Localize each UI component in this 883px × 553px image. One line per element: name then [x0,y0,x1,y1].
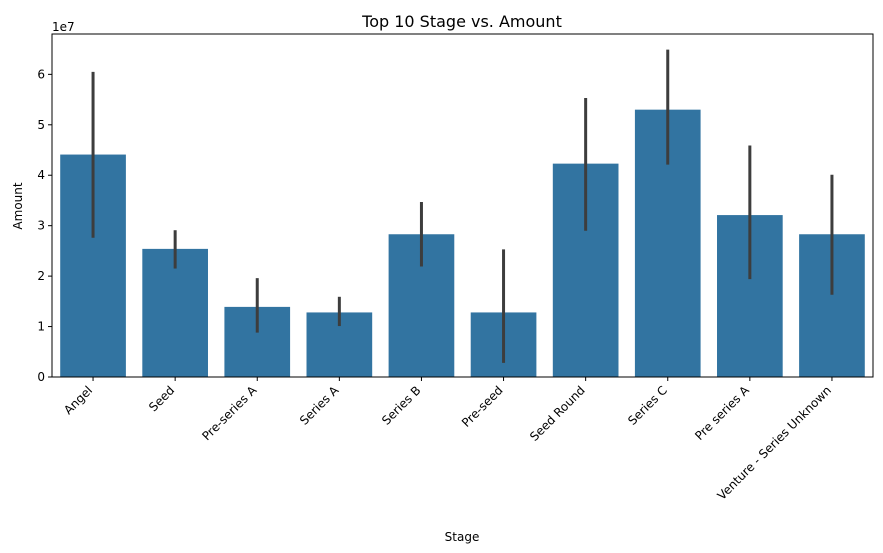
x-axis-title: Stage [445,530,480,544]
x-tick-label: Seed [146,383,177,414]
y-tick-label: 2 [37,269,45,283]
y-axis: 0 1 2 3 4 5 6 [37,67,52,384]
x-axis: Angel Seed Pre-series A Series A Series B Pre… [61,377,834,503]
y-tick-label: 1 [37,320,45,334]
bars-layer [60,109,865,377]
x-tick-label: Angel [61,383,95,417]
y-tick-label: 6 [37,67,45,81]
chart-title: Top 10 Stage vs. Amount [361,12,562,31]
y-axis-offset-label: 1e7 [52,20,75,34]
x-tick-label: Series A [297,383,342,428]
plot-frame [51,33,874,378]
y-tick-label: 0 [37,370,45,384]
x-tick-label: Pre-series A [199,383,260,444]
x-tick-label: Pre series A [692,383,752,443]
bar [142,248,208,377]
y-axis-title: Amount [11,182,25,229]
y-tick-label: 4 [37,168,45,182]
x-tick-label: Seed Round [527,383,588,444]
y-tick-label: 3 [37,219,45,233]
error-bars-layer [91,49,834,363]
x-tick-label: Series C [625,383,670,428]
y-tick-label: 5 [37,118,45,132]
x-tick-label: Series B [379,383,424,428]
x-tick-label: Pre-seed [459,383,506,430]
